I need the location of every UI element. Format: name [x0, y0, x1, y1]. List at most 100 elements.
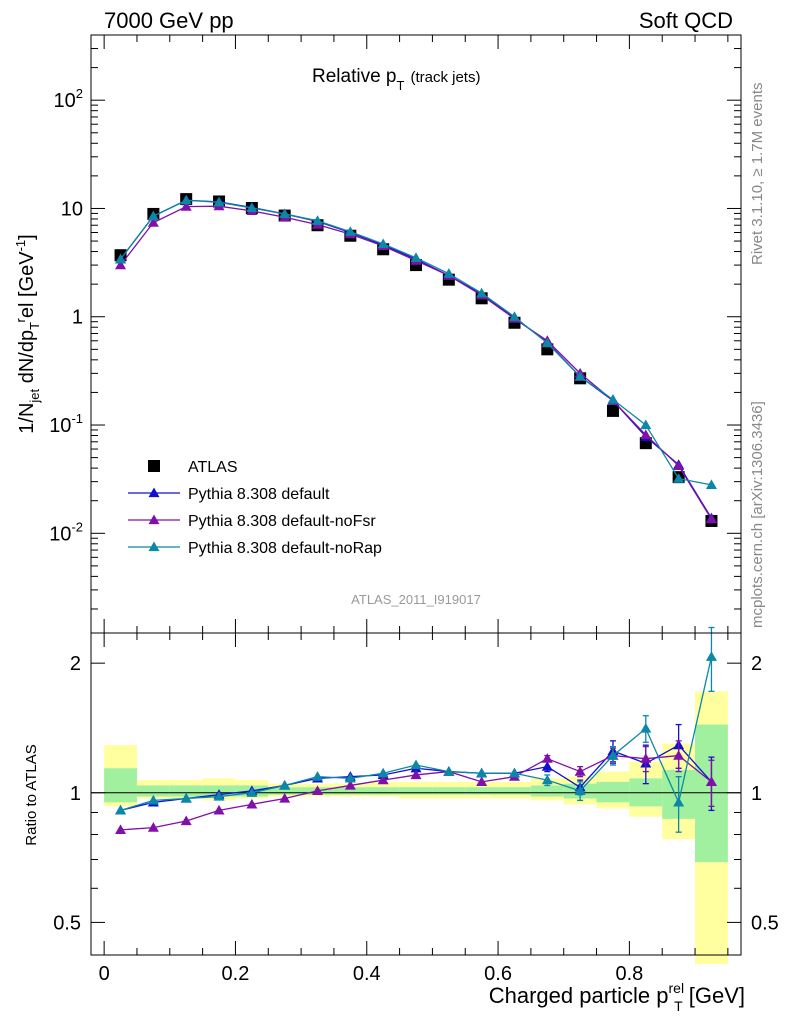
- noFsr-point: [115, 259, 127, 270]
- legend-marker-default: [148, 487, 160, 498]
- noRap-ratio-point: [377, 767, 389, 778]
- noFsr-ratio-point: [147, 822, 159, 832]
- y-tick-label: 10-2: [49, 519, 83, 545]
- stat-band-bin: [169, 785, 203, 797]
- y-tick-label: 10: [61, 198, 83, 220]
- main-title: Relative pT (track jets): [312, 66, 480, 93]
- noRap-point: [180, 194, 192, 205]
- noRap-point: [410, 252, 422, 262]
- noFsr-point: [705, 513, 717, 524]
- stat-band-bin: [366, 787, 400, 795]
- noFsr-ratio-point: [377, 774, 389, 785]
- noRap-ratio-point: [541, 774, 553, 785]
- noFsr-ratio-point: [279, 792, 291, 803]
- rivet-label: Rivet 3.1.10, ≥ 1.7M events: [749, 83, 766, 266]
- x-tick-label: 0.8: [615, 963, 643, 985]
- noRap-point: [607, 394, 619, 404]
- y-tick-label: 10-1: [49, 411, 83, 437]
- noRap-ratio-point: [443, 766, 455, 776]
- noFsr-ratio-point: [344, 779, 356, 790]
- noRap-point: [705, 479, 717, 490]
- stat-band-bin: [136, 785, 170, 797]
- noRap-point: [115, 253, 127, 264]
- noRap-ratio-point: [574, 785, 586, 796]
- noRap-ratio-point: [279, 779, 291, 790]
- noRap-point: [312, 215, 324, 225]
- stat-band-bin: [498, 787, 531, 795]
- stat-band-bin: [432, 787, 466, 795]
- noFsr-ratio-point: [115, 824, 127, 835]
- noRap-ratio-point: [673, 796, 685, 807]
- noFsr-point: [147, 217, 159, 227]
- stat-band-bin: [268, 787, 302, 795]
- analysis-id: ATLAS_2011_I919017: [351, 592, 481, 607]
- noRap-ratio-point: [508, 767, 520, 778]
- noRap-point: [673, 473, 685, 483]
- stat-band-bin: [104, 768, 137, 803]
- noRap-ratio-point: [115, 804, 127, 815]
- noRap-ratio-point: [312, 771, 324, 781]
- noRap-ratio-point: [607, 750, 619, 760]
- noFsr-ratio-point: [541, 753, 553, 763]
- main-series-group: [114, 193, 718, 527]
- xlabel: Charged particle prel T [GeV]: [489, 980, 745, 1014]
- header-right: Soft QCD: [638, 8, 733, 33]
- legend-label-default: Pythia 8.308 default: [188, 486, 330, 503]
- noRap-point: [279, 208, 291, 219]
- noRap-point: [147, 210, 159, 221]
- header-left: 7000 GeV pp: [104, 8, 234, 33]
- legend-label-noRap: Pythia 8.308 default-noRap: [188, 540, 382, 557]
- mcplots-label: mcplots.cern.ch [arXiv:1306.3436]: [749, 401, 766, 628]
- noRap-point: [508, 311, 520, 321]
- noFsr-ratio-point: [410, 769, 422, 780]
- stat-band-bin: [530, 785, 564, 797]
- main-ylabel: 1/Njet dN/dpTrel [GeV-1]: [13, 234, 42, 433]
- noFsr-ratio-point: [574, 766, 586, 776]
- noRap-point: [574, 371, 586, 381]
- noRap-ratio-point: [344, 772, 356, 783]
- legend-marker-noRap: [148, 541, 160, 552]
- ratio-y-tick-label-right: 1: [751, 783, 762, 805]
- noFsr-point: [180, 201, 192, 211]
- ratio-y-tick-label-right: 2: [751, 653, 762, 675]
- noFsr-ratio-point: [213, 804, 225, 815]
- ratio-y-tick-label-right: 0.5: [751, 912, 779, 934]
- stat-band-bin: [465, 787, 499, 795]
- noRap-ratio-point: [640, 723, 652, 733]
- noFsr-ratio-point: [640, 753, 652, 763]
- noRap-point: [246, 202, 258, 213]
- y-tick-label: 1: [72, 307, 83, 329]
- noFsr-point: [640, 429, 652, 440]
- stat-band-bin: [596, 781, 630, 803]
- x-tick-label: 0.2: [222, 963, 250, 985]
- legend-label-atlas: ATLAS: [188, 459, 238, 476]
- noRap-ratio-point: [246, 787, 258, 797]
- noFsr-point: [673, 460, 685, 470]
- noRap-point: [213, 196, 225, 207]
- legend-marker-atlas: [148, 460, 160, 472]
- default-ratio-point: [541, 761, 553, 771]
- noRap-point: [541, 337, 553, 348]
- stat-band-bin: [333, 787, 367, 795]
- ratio-ylabel: Ratio to ATLAS: [23, 744, 40, 845]
- noFsr-ratio-point: [246, 798, 258, 809]
- legend: ATLAS Pythia 8.308 default Pythia 8.308 de…: [128, 459, 382, 557]
- noRap-line: [120, 199, 712, 486]
- noRap-point: [640, 419, 652, 430]
- noRap-point: [443, 268, 455, 278]
- x-tick-label: 0.6: [484, 963, 512, 985]
- noRap-ratio-point: [180, 792, 192, 803]
- noRap-ratio-point: [147, 794, 159, 805]
- noFsr-ratio-point: [705, 776, 717, 787]
- noRap-ratio-point: [410, 759, 422, 770]
- x-tick-label: 0: [99, 963, 110, 985]
- x-tick-label: 0.4: [353, 963, 381, 985]
- noFsr-ratio-point: [476, 776, 488, 787]
- legend-marker-noFsr: [148, 514, 160, 525]
- noRap-ratio-point: [476, 767, 488, 778]
- atlas-data-point: [606, 404, 619, 417]
- noFsr-ratio-point: [180, 815, 192, 826]
- ratio-y-tick-label: 1: [70, 783, 81, 805]
- ratio-frame: [90, 632, 742, 956]
